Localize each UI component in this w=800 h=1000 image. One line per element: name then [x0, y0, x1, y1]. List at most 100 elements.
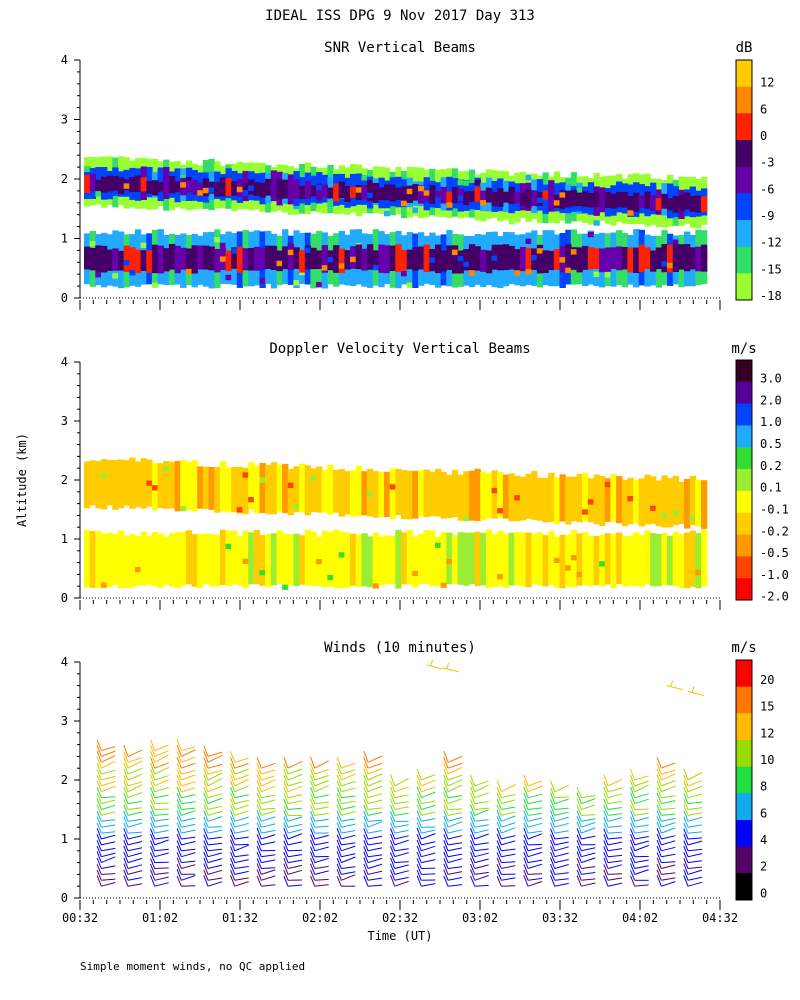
- heatmap-cell: [361, 471, 368, 516]
- heatmap-cell: [559, 257, 566, 263]
- wind-barb: [603, 875, 609, 887]
- wind-barb-flag: [394, 876, 409, 881]
- heatmap-cell: [616, 532, 623, 584]
- heatmap-cell: [627, 247, 634, 273]
- wind-barb-flag: [154, 813, 169, 816]
- wind-barb-flag: [607, 800, 623, 805]
- wind-barb: [150, 863, 156, 875]
- wind-barb: [176, 786, 182, 798]
- heatmap-cell: [701, 529, 708, 587]
- wind-barb: [310, 780, 316, 792]
- heatmap-cell: [440, 582, 447, 588]
- heatmap-cell: [576, 533, 583, 586]
- colorbar-label: 2: [760, 860, 767, 874]
- wind-barb-flag: [447, 884, 463, 887]
- wind-barb-flag: [314, 870, 329, 875]
- colorbar-label: -1.0: [760, 568, 789, 582]
- heatmap-cell: [604, 533, 612, 585]
- wind-barb: [176, 780, 182, 792]
- heatmap-cell: [401, 200, 408, 207]
- heatmap-cell: [95, 245, 102, 272]
- heatmap-cell: [316, 466, 323, 513]
- heatmap-cell: [406, 249, 413, 270]
- wind-barb: [123, 822, 129, 834]
- wind-barb-flag: [101, 847, 116, 852]
- colorbar-swatch: [736, 512, 752, 535]
- wind-barb: [363, 768, 369, 781]
- heatmap-cell: [412, 470, 419, 519]
- wind-barb: [523, 780, 529, 792]
- heatmap-cell: [293, 203, 300, 210]
- wind-barb-flag: [447, 762, 463, 769]
- wind-barb-flag: [527, 863, 543, 869]
- heatmap-cell: [531, 533, 538, 585]
- heatmap-cell: [542, 250, 549, 273]
- heatmap-cell: [299, 250, 306, 273]
- heatmap-cell: [129, 247, 136, 273]
- wind-barb: [496, 780, 502, 792]
- heatmap-cell: [570, 555, 577, 561]
- heatmap-cell: [661, 244, 668, 273]
- wind-barb-flag: [554, 846, 569, 852]
- wind-barb-flag: [634, 830, 649, 834]
- wind-barb-flag: [181, 756, 196, 763]
- wind-barb-flag: [687, 824, 703, 828]
- colorbar-swatch: [736, 86, 752, 114]
- wind-barb: [523, 845, 529, 857]
- wind-barb-flag: [287, 829, 303, 834]
- wind-barb-flag: [234, 816, 249, 822]
- heatmap-cell: [536, 248, 543, 254]
- colorbar-swatch: [736, 766, 752, 794]
- wind-barb-flag: [367, 768, 383, 775]
- wind-barb: [256, 780, 262, 792]
- heatmap-cell: [576, 247, 583, 273]
- wind-barb: [496, 821, 502, 834]
- heatmap-cell: [225, 274, 232, 281]
- wind-barb: [416, 864, 422, 875]
- wind-barb: [150, 793, 156, 804]
- wind-barb-flag: [287, 823, 303, 828]
- wind-barb-flag: [261, 775, 276, 781]
- wind-barb: [336, 792, 342, 804]
- wind-barb-flag: [234, 768, 249, 775]
- wind-barb-flag: [181, 875, 196, 881]
- heatmap-cell: [446, 532, 453, 585]
- wind-barb-flag: [634, 798, 649, 805]
- wind-barb-flag: [394, 870, 409, 875]
- heatmap-cell: [202, 178, 210, 196]
- heatmap-cell: [151, 282, 159, 288]
- heatmap-cell: [197, 533, 204, 588]
- wind-barb: [630, 774, 636, 787]
- wind-barb: [390, 822, 396, 834]
- wind-barb: [256, 863, 262, 875]
- colorbar-label: 6: [760, 806, 767, 820]
- wind-barb: [523, 869, 529, 881]
- wind-barb: [523, 792, 529, 804]
- heatmap-cell: [389, 188, 396, 202]
- wind-barb-flag: [287, 785, 303, 793]
- wind-barb: [96, 763, 102, 775]
- heatmap-cell: [435, 542, 442, 548]
- heatmap-cell: [287, 482, 294, 488]
- wind-barb: [683, 810, 689, 822]
- colorbar-swatch: [736, 166, 752, 194]
- wind-barb: [230, 810, 236, 822]
- wind-barb-flag: [554, 811, 569, 816]
- wind-barb: [96, 769, 102, 781]
- colorbar-swatch: [736, 820, 752, 848]
- heatmap-cell: [701, 244, 708, 272]
- wind-barb-flag: [421, 818, 436, 822]
- heatmap-cell: [531, 255, 538, 261]
- heatmap-cell: [468, 191, 476, 204]
- heatmap-cell: [231, 181, 238, 196]
- wind-barb-flag: [474, 848, 489, 852]
- wind-barb: [283, 834, 289, 846]
- wind-barb-flag: [687, 881, 703, 887]
- wind-barb: [390, 798, 396, 810]
- wind-barb-flag: [421, 859, 436, 864]
- wind-barb-flag: [154, 802, 169, 805]
- wind-barb: [176, 822, 182, 834]
- heatmap-cell: [457, 250, 464, 274]
- heatmap-cell: [576, 192, 583, 210]
- wind-barb-flag: [634, 780, 649, 787]
